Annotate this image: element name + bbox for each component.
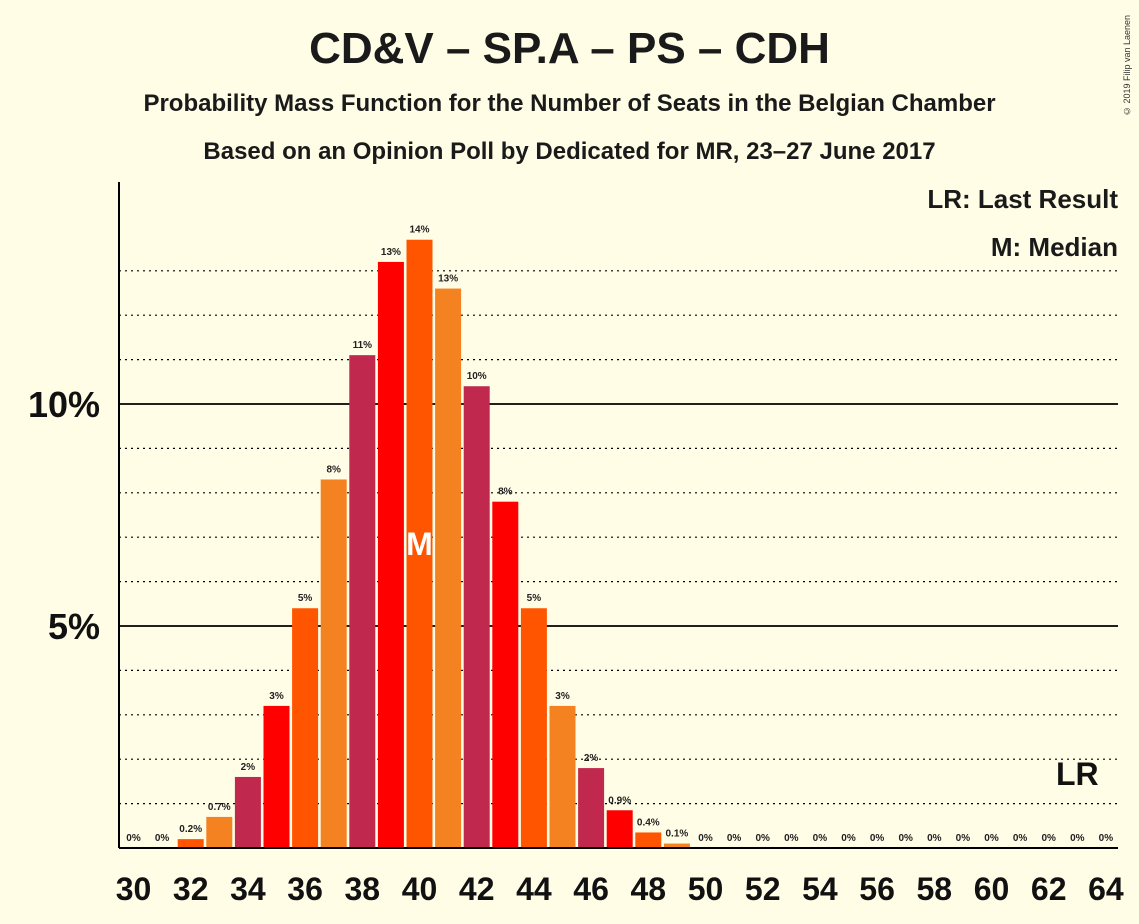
bar-value-label: 0% [698, 833, 713, 844]
x-tick-label: 50 [688, 871, 724, 907]
axes: 5% 10% 30 32 34 36 38 40 42 44 46 48 50 52 54 56 58 60 62 6… [28, 182, 1124, 907]
bar-value-label: 0.7% [208, 802, 231, 813]
chart-title: CD&V – SP.A – PS – CDH [309, 24, 830, 73]
bar-value-label: 0% [155, 833, 170, 844]
bar-value-label: 3% [555, 691, 570, 702]
bar-value-label: 0% [927, 833, 942, 844]
bar-value-label: 0% [727, 833, 742, 844]
x-tick-label: 30 [116, 871, 152, 907]
bar-seat-46 [578, 768, 605, 848]
bar-value-label: 0% [126, 833, 141, 844]
bar-seat-35 [263, 705, 290, 848]
bars [177, 239, 690, 849]
x-tick-label: 42 [459, 871, 495, 907]
x-tick-label: 36 [287, 871, 323, 907]
bar-value-label: 0% [841, 833, 856, 844]
bar-seat-39 [377, 261, 404, 848]
x-tick-label: 64 [1088, 871, 1124, 907]
bar-seat-44 [520, 608, 547, 848]
x-tick-label: 58 [917, 871, 953, 907]
bar-value-label: 10% [467, 371, 487, 382]
bar-value-label: 0% [784, 833, 799, 844]
bar-seat-49 [663, 843, 690, 848]
bar-value-label: 0% [1070, 833, 1085, 844]
bar-value-label: 0% [898, 833, 913, 844]
bar-value-label: 0.1% [666, 829, 689, 840]
x-tick-label: 54 [802, 871, 838, 907]
bar-seat-47 [606, 810, 633, 848]
bar-value-label: 14% [409, 225, 429, 236]
bar-value-label: 5% [527, 593, 542, 604]
x-tick-label: 52 [745, 871, 781, 907]
bar-seat-41 [435, 288, 462, 848]
median-marker: M [406, 526, 433, 562]
y-tick-label: 10% [28, 384, 100, 425]
grid-lines [119, 270, 1118, 805]
bar-seat-45 [549, 705, 576, 848]
chart-subtitle-2: Based on an Opinion Poll by Dedicated fo… [203, 138, 936, 165]
bar-value-label: 0% [755, 833, 770, 844]
bar-value-label: 2% [241, 762, 256, 773]
y-tick-label: 5% [48, 606, 100, 647]
x-tick-label: 56 [859, 871, 895, 907]
bar-value-label: 0% [1013, 833, 1028, 844]
bar-seat-33 [206, 816, 233, 848]
bar-labels: 0% 0% 0.2% 0.7% 2% 3% 5% 8% 11% 13% 14% 13% 10% 8% 5% 3… [126, 225, 1113, 844]
x-tick-label: 34 [230, 871, 266, 907]
bar-value-label: 2% [584, 753, 599, 764]
bar-seat-37 [320, 479, 347, 848]
bar-value-label: 5% [298, 593, 313, 604]
bar-value-label: 0% [984, 833, 999, 844]
legend-median: M: Median [990, 232, 1118, 262]
bar-value-label: 13% [438, 274, 458, 285]
bar-seat-34 [234, 776, 261, 848]
x-tick-label: 38 [345, 871, 381, 907]
bar-seat-36 [292, 608, 319, 848]
x-tick-label: 32 [173, 871, 209, 907]
bar-value-label: 8% [326, 464, 341, 475]
x-tick-label: 40 [402, 871, 438, 907]
bar-value-label: 0% [1099, 833, 1114, 844]
x-tick-label: 60 [974, 871, 1010, 907]
bar-seat-48 [635, 832, 662, 848]
legend-last-result: LR: Last Result [927, 184, 1118, 214]
bar-value-label: 0% [1041, 833, 1056, 844]
bar-seat-43 [492, 501, 519, 848]
bar-seat-40 [406, 239, 433, 849]
x-tick-label: 46 [573, 871, 609, 907]
last-result-marker: LR [1056, 756, 1099, 792]
bar-seat-38 [349, 355, 376, 848]
bar-value-label: 3% [269, 691, 284, 702]
bar-value-label: 8% [498, 487, 513, 498]
bar-value-label: 0% [813, 833, 828, 844]
bar-value-label: 13% [381, 247, 401, 258]
bar-value-label: 0.2% [179, 824, 202, 835]
bar-seat-42 [463, 386, 490, 848]
bar-value-label: 11% [353, 340, 373, 351]
bar-value-label: 0% [956, 833, 971, 844]
x-tick-label: 44 [516, 871, 552, 907]
bar-value-label: 0.4% [637, 817, 660, 828]
x-tick-label: 62 [1031, 871, 1067, 907]
bar-value-label: 0.9% [608, 795, 631, 806]
x-tick-label: 48 [631, 871, 667, 907]
chart-subtitle-1: Probability Mass Function for the Number… [143, 90, 996, 117]
bar-value-label: 0% [870, 833, 885, 844]
bar-seat-32 [177, 839, 204, 848]
